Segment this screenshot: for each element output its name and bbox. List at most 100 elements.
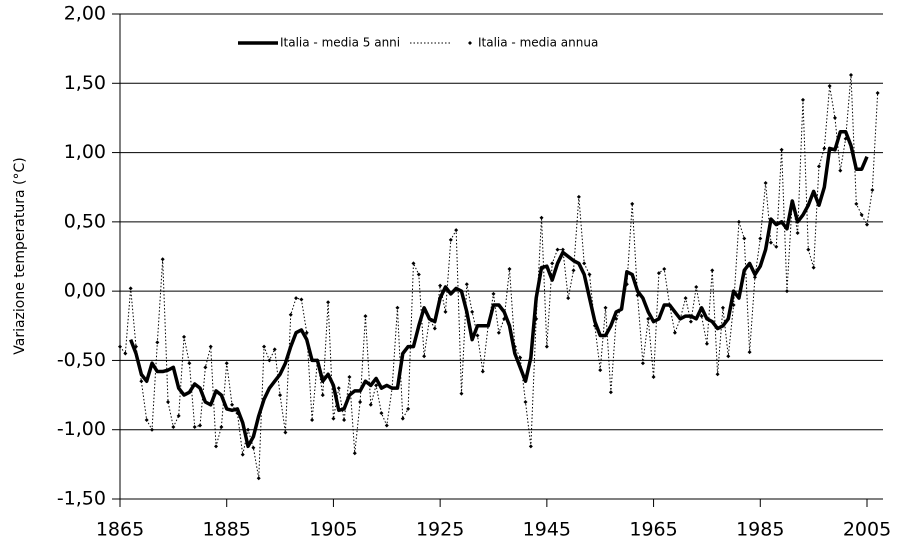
point xyxy=(144,418,149,423)
y-tick-label: 1,00 xyxy=(64,141,106,163)
point xyxy=(651,375,656,380)
point xyxy=(278,393,283,398)
point xyxy=(123,351,128,356)
point xyxy=(118,344,122,349)
point xyxy=(662,266,667,271)
point xyxy=(790,199,795,204)
point xyxy=(630,201,635,206)
point xyxy=(635,293,640,298)
point xyxy=(240,452,245,457)
point xyxy=(534,316,539,321)
legend-label: Italia - media 5 anni xyxy=(280,36,400,50)
x-tick-label: 1905 xyxy=(309,519,357,541)
point xyxy=(496,330,501,335)
point xyxy=(507,266,512,271)
point xyxy=(128,286,133,291)
point xyxy=(720,305,725,310)
point xyxy=(198,423,203,428)
legend-label: Italia - media annua xyxy=(478,36,598,50)
point xyxy=(678,316,683,321)
y-tick-label: 0,00 xyxy=(64,280,106,302)
point xyxy=(491,291,496,296)
point xyxy=(742,236,747,241)
point xyxy=(368,402,373,407)
point xyxy=(192,424,197,429)
point xyxy=(374,383,379,388)
point xyxy=(267,358,272,363)
point xyxy=(822,146,827,151)
point xyxy=(667,303,672,307)
point xyxy=(688,319,693,324)
point xyxy=(646,316,651,321)
point xyxy=(736,219,741,224)
point xyxy=(208,344,213,349)
point xyxy=(795,230,800,235)
point xyxy=(576,194,581,199)
point xyxy=(763,181,768,186)
point xyxy=(166,400,171,404)
point xyxy=(768,240,773,245)
point xyxy=(384,423,389,428)
point xyxy=(320,393,325,398)
point xyxy=(214,444,219,449)
x-tick-label: 1925 xyxy=(416,519,464,541)
point xyxy=(582,261,587,266)
point xyxy=(800,97,805,102)
point xyxy=(710,268,715,273)
point xyxy=(774,244,779,249)
point xyxy=(246,427,251,432)
x-tick-label: 2005 xyxy=(843,519,891,541)
point xyxy=(486,323,491,328)
point xyxy=(683,296,688,301)
x-tick-label: 1945 xyxy=(523,519,571,541)
point xyxy=(854,201,859,206)
point xyxy=(608,390,613,395)
x-tick-label: 1865 xyxy=(96,519,144,541)
point xyxy=(832,115,837,120)
point xyxy=(299,297,304,302)
point xyxy=(656,271,661,276)
point xyxy=(640,361,645,366)
point xyxy=(779,147,784,152)
point xyxy=(139,379,144,384)
point xyxy=(256,476,261,481)
point xyxy=(571,268,576,273)
point xyxy=(859,212,864,217)
point xyxy=(715,372,720,377)
point xyxy=(390,386,395,391)
point xyxy=(235,411,240,416)
point xyxy=(566,296,571,301)
point xyxy=(747,350,752,355)
point xyxy=(699,314,704,319)
point xyxy=(752,275,757,280)
point xyxy=(848,72,853,77)
point xyxy=(560,247,565,252)
point xyxy=(550,261,555,266)
point xyxy=(694,284,699,289)
point xyxy=(262,344,267,349)
point xyxy=(352,451,357,456)
x-tick-label: 1885 xyxy=(203,519,251,541)
point xyxy=(843,136,848,141)
point xyxy=(731,303,736,307)
point xyxy=(155,340,160,345)
annual-line xyxy=(119,74,879,479)
point xyxy=(395,305,400,310)
point xyxy=(406,406,411,411)
point xyxy=(454,228,459,233)
y-tick-label: -1,00 xyxy=(57,418,106,440)
point xyxy=(870,187,875,192)
point xyxy=(464,282,469,287)
point xyxy=(427,316,432,321)
point xyxy=(416,272,421,277)
point xyxy=(539,215,544,220)
point xyxy=(315,358,320,363)
point xyxy=(432,326,437,331)
point xyxy=(672,330,677,335)
point xyxy=(251,445,256,450)
y-tick-label: 2,00 xyxy=(64,3,106,25)
point xyxy=(726,354,731,359)
point xyxy=(379,411,384,416)
point xyxy=(811,265,816,270)
point xyxy=(784,289,789,294)
